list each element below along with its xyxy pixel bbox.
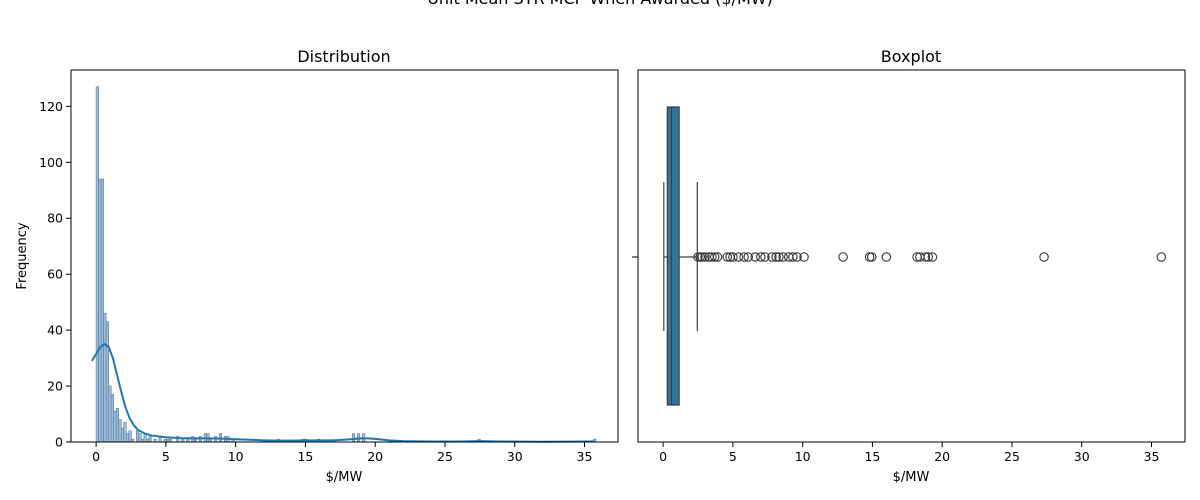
outlier-point xyxy=(767,252,777,262)
y-tick-label: 60 xyxy=(47,267,63,282)
x-tick-label: 0 xyxy=(92,449,100,464)
histogram-y-axis-label: Frequency xyxy=(15,222,30,289)
histogram-axes-frame xyxy=(70,69,619,443)
histogram-panel: Distribution 0 5 10 15 20 25 30 35 0 20 40 60 80 100… xyxy=(15,47,619,485)
figure-suptitle: Unit Mean STR MCP When Awarded ($/MW) xyxy=(427,0,773,8)
boxplot-outliers xyxy=(693,252,1167,262)
x-tick-label: 30 xyxy=(1074,449,1090,464)
outlier-point xyxy=(728,252,738,262)
boxplot-x-axis-label: $/MW xyxy=(893,470,930,485)
histogram-bar xyxy=(125,433,130,443)
outlier-point xyxy=(722,252,733,262)
histogram-y-ticks: 0 20 40 60 80 100 120 xyxy=(39,99,71,450)
histogram-bars xyxy=(95,86,597,443)
outlier-point xyxy=(881,252,892,262)
y-tick-label: 80 xyxy=(47,211,63,226)
x-tick-label: 35 xyxy=(577,449,593,464)
outlier-point xyxy=(799,252,809,262)
y-tick-label: 20 xyxy=(47,379,63,394)
box-iqr xyxy=(666,106,680,406)
y-tick-label: 40 xyxy=(47,323,63,338)
histogram-bar xyxy=(138,433,142,443)
outlier-point xyxy=(771,252,781,262)
outlier-point xyxy=(709,252,720,262)
outlier-point xyxy=(838,252,848,262)
outlier-point xyxy=(792,252,802,262)
x-tick-label: 30 xyxy=(507,449,523,464)
outlier-point xyxy=(712,252,723,262)
y-tick-label: 0 xyxy=(55,435,63,450)
histogram-bar xyxy=(352,433,356,443)
x-tick-label: 0 xyxy=(659,449,667,464)
histogram-bar xyxy=(136,430,140,443)
histogram-title: Distribution xyxy=(297,47,390,66)
outlier-point xyxy=(788,252,798,262)
histogram-bar xyxy=(128,430,132,443)
outlier-point xyxy=(864,252,875,262)
y-tick-label: 100 xyxy=(39,155,63,170)
outlier-point xyxy=(743,252,753,262)
histogram-bar xyxy=(108,385,112,443)
x-tick-label: 25 xyxy=(1004,449,1020,464)
boxplot-axes-frame xyxy=(637,69,1186,443)
histogram-bar xyxy=(123,422,127,443)
histogram-bar xyxy=(113,410,117,443)
outlier-point xyxy=(756,252,766,262)
x-tick-label: 35 xyxy=(1144,449,1160,464)
outlier-point xyxy=(697,252,707,262)
outlier-point xyxy=(778,252,788,262)
x-tick-label: 5 xyxy=(162,449,170,464)
outlier-point xyxy=(1039,252,1049,262)
x-tick-label: 25 xyxy=(437,449,453,464)
y-tick-label: 120 xyxy=(39,99,63,114)
x-tick-label: 5 xyxy=(729,449,737,464)
histogram-bar xyxy=(100,178,104,443)
outlier-point xyxy=(700,252,710,262)
outlier-point xyxy=(750,252,760,262)
histogram-bar xyxy=(118,419,122,443)
histogram-bar xyxy=(103,313,107,443)
x-tick-label: 20 xyxy=(367,449,383,464)
histogram-bar xyxy=(98,178,102,443)
boxplot-elements xyxy=(663,106,698,406)
histogram-bar xyxy=(120,427,125,443)
histogram-bar xyxy=(105,321,109,443)
x-tick-label: 10 xyxy=(228,449,244,464)
outlier-point xyxy=(733,252,744,262)
outlier-point xyxy=(739,252,749,262)
histogram-x-axis-label: $/MW xyxy=(326,470,363,485)
histogram-x-ticks: 0 5 10 15 20 25 30 35 xyxy=(92,442,592,464)
x-tick-label: 20 xyxy=(934,449,950,464)
outlier-point xyxy=(927,252,938,262)
x-tick-label: 15 xyxy=(864,449,880,464)
histogram-bar xyxy=(95,86,99,443)
outlier-point xyxy=(920,252,931,262)
histogram-bar xyxy=(110,394,114,443)
histogram-bar xyxy=(115,408,120,443)
boxplot-title: Boxplot xyxy=(881,47,941,66)
outlier-point xyxy=(774,252,784,262)
kde-curve xyxy=(91,342,595,443)
outlier-point xyxy=(1156,252,1167,262)
x-tick-label: 15 xyxy=(297,449,313,464)
outlier-point xyxy=(923,252,933,262)
x-tick-label: 10 xyxy=(795,449,811,464)
boxplot-x-ticks: 0 5 10 15 20 25 30 35 xyxy=(659,442,1159,464)
histogram-bar xyxy=(148,436,152,443)
outlier-point xyxy=(760,252,770,262)
outlier-point xyxy=(707,252,717,262)
outlier-point xyxy=(866,252,877,262)
boxplot-panel: Boxplot 0 5 10 15 20 25 30 35 $/MW xyxy=(632,47,1186,485)
